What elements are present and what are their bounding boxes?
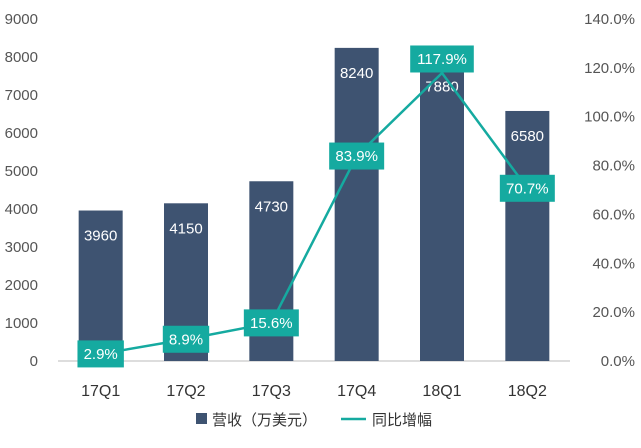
right-tick-label: 60.0% — [592, 206, 635, 223]
legend: 营收（万美元） 同比增幅 — [196, 412, 432, 429]
right-tick-label: 80.0% — [592, 158, 635, 175]
line-data-label: 70.7% — [506, 180, 549, 197]
bar-data-label: 4150 — [169, 220, 202, 237]
bar-data-label: 3960 — [84, 228, 117, 245]
right-tick-label: 20.0% — [592, 304, 635, 321]
legend-label-revenue: 营收（万美元） — [212, 412, 317, 429]
legend-swatch-revenue — [196, 413, 207, 424]
bar — [420, 61, 464, 362]
x-tick-label: 17Q4 — [337, 383, 376, 400]
line-label-box — [77, 340, 124, 368]
x-tick-label: 17Q2 — [166, 383, 205, 400]
right-tick-label: 40.0% — [592, 255, 635, 272]
bar — [334, 47, 379, 361]
right-tick-label: 120.0% — [584, 60, 635, 77]
right-tick-label: 140.0% — [584, 11, 635, 28]
bar-data-label: 6580 — [511, 128, 544, 145]
x-tick-label: 17Q3 — [252, 383, 291, 400]
right-tick-label: 0.0% — [601, 353, 635, 370]
left-tick-label: 6000 — [5, 125, 38, 142]
bar-data-label: 8240 — [340, 65, 373, 82]
line-data-label: 83.9% — [335, 148, 378, 165]
x-axis: 17Q1 17Q2 17Q3 17Q4 18Q1 18Q2 — [81, 383, 547, 400]
bar-series — [78, 47, 550, 362]
line-label-box — [243, 309, 299, 337]
left-tick-label: 5000 — [5, 163, 38, 180]
left-tick-label: 3000 — [5, 239, 38, 256]
line-label-box — [410, 45, 474, 73]
left-axis: 0 1000 2000 3000 4000 5000 6000 7000 8000 9000 — [5, 11, 38, 370]
left-tick-label: 9000 — [5, 11, 38, 28]
left-tick-label: 8000 — [5, 49, 38, 66]
line-data-labels: 2.9% 8.9% 15.6% 83.9% 117.9% 70.7% — [77, 45, 555, 368]
line-data-label: 8.9% — [169, 331, 203, 348]
line-series — [99, 71, 529, 356]
bar-data-label: 4730 — [255, 198, 288, 215]
left-tick-label: 0 — [30, 353, 38, 370]
line-label-box — [162, 325, 210, 353]
right-axis: 0.0% 20.0% 40.0% 60.0% 80.0% 100.0% 120.0% 140.… — [584, 11, 635, 370]
right-tick-label: 100.0% — [584, 109, 635, 126]
left-tick-label: 2000 — [5, 277, 38, 294]
line-label-box — [499, 174, 555, 202]
line-label-box — [329, 142, 385, 170]
legend-label-growth: 同比增幅 — [372, 412, 432, 429]
bar — [505, 110, 550, 362]
line-data-label: 15.6% — [250, 315, 293, 332]
left-tick-label: 7000 — [5, 87, 38, 104]
bar — [78, 210, 123, 361]
x-tick-label: 17Q1 — [81, 383, 120, 400]
line-data-label: 2.9% — [84, 346, 118, 363]
x-tick-label: 18Q1 — [422, 383, 461, 400]
x-tick-label: 18Q2 — [508, 383, 547, 400]
left-tick-label: 4000 — [5, 201, 38, 218]
left-tick-label: 1000 — [5, 315, 38, 332]
line-data-label: 117.9% — [417, 51, 467, 68]
